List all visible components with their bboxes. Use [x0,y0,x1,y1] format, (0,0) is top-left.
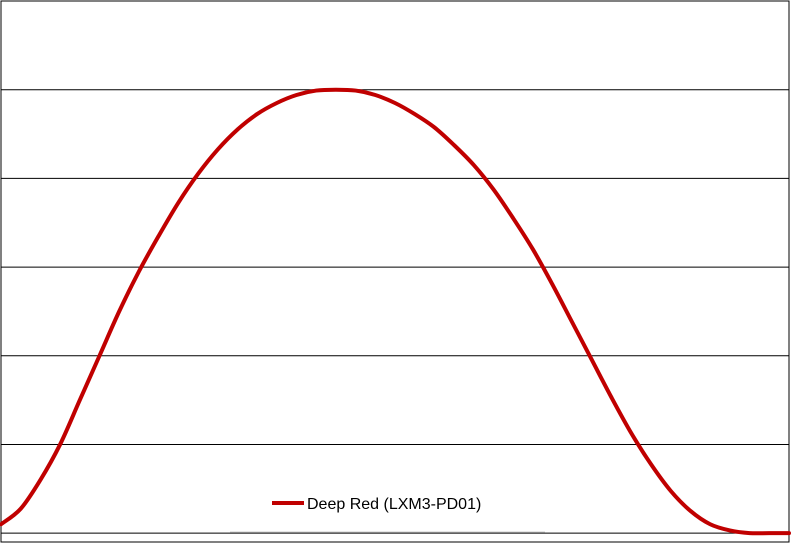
legend: Deep Red (LXM3-PD01) [230,496,545,533]
gridlines [1,89,789,534]
legend-label: Deep Red (LXM3-PD01) [307,496,481,513]
series-line-0 [0,87,791,536]
series-layer [0,87,791,536]
